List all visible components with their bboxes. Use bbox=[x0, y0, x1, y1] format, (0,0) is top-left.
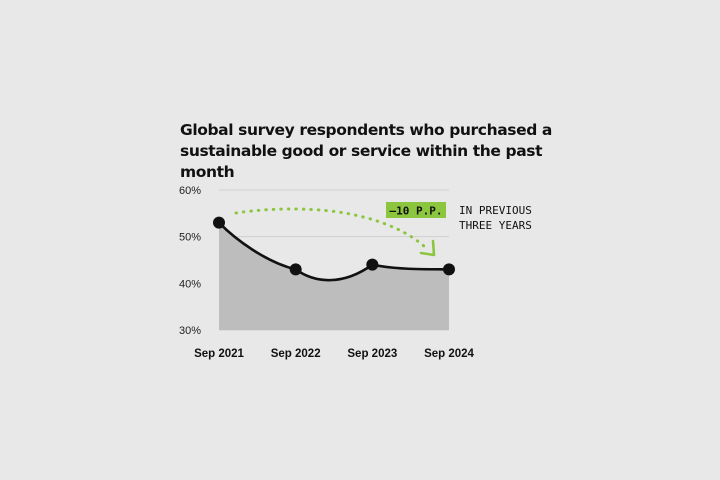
annotation-note-line-2: THREE YEARS bbox=[459, 219, 532, 232]
data-point bbox=[289, 263, 302, 276]
y-tick-label: 50% bbox=[179, 232, 201, 244]
annotation: –10 P.P. IN PREVIOUS THREE YEARS bbox=[234, 202, 532, 257]
x-tick-label: Sep 2022 bbox=[271, 348, 321, 360]
data-points bbox=[213, 216, 455, 276]
chart-title-line-1: Global survey respondents who purchased … bbox=[180, 121, 552, 139]
change-badge: –10 P.P. bbox=[390, 205, 443, 218]
arrowhead-icon bbox=[419, 239, 436, 257]
data-point bbox=[443, 263, 455, 276]
area-fill bbox=[219, 222, 449, 330]
chart-title: Global survey respondents who purchased … bbox=[180, 120, 600, 183]
badge-background bbox=[386, 202, 446, 218]
chart-title-line-2: sustainable good or service within the p… bbox=[180, 142, 543, 181]
data-point bbox=[366, 258, 379, 271]
x-tick-label: Sep 2021 bbox=[194, 348, 244, 360]
x-tick-label: Sep 2024 bbox=[424, 348, 474, 360]
y-tick-label: 30% bbox=[179, 325, 201, 337]
x-tick-label: Sep 2023 bbox=[347, 348, 397, 360]
data-point bbox=[213, 216, 225, 229]
annotation-note-line-1: IN PREVIOUS bbox=[459, 204, 532, 217]
series-line bbox=[218, 221, 450, 282]
trend-arrow bbox=[234, 207, 428, 250]
y-tick-label: 40% bbox=[179, 278, 201, 290]
y-tick-label: 60% bbox=[179, 185, 201, 197]
x-axis: Sep 2021 Sep 2022 Sep 2023 Sep 2024 bbox=[194, 348, 474, 360]
y-axis: 30% 40% 50% 60% bbox=[179, 185, 201, 337]
